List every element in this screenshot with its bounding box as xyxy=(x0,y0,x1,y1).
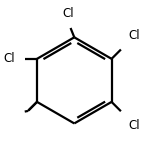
Text: Cl: Cl xyxy=(4,52,15,65)
Text: Cl: Cl xyxy=(129,29,140,42)
Text: Cl: Cl xyxy=(129,119,140,132)
Text: Cl: Cl xyxy=(63,7,74,20)
